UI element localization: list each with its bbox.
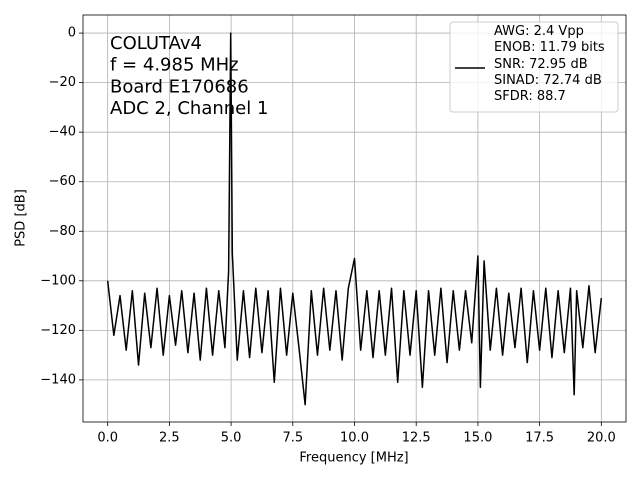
legend-text-box: AWG: 2.4 Vpp ENOB: 11.79 bits SNR: 72.95… [494, 24, 605, 105]
annotation: Board E170686 [110, 76, 249, 97]
x-tick-label: 7.5 [282, 431, 303, 446]
y-tick-label: −140 [40, 372, 76, 387]
x-tick-label: 12.5 [402, 431, 431, 446]
x-tick-label: 17.5 [525, 431, 554, 446]
plot-frame [82, 14, 627, 423]
x-tick-label: 10.0 [340, 431, 369, 446]
annotation: f = 4.985 MHz [110, 55, 239, 76]
x-axis-label: Frequency [MHz] [299, 451, 408, 466]
annotation: COLUTAv4 [110, 33, 202, 54]
y-tick-label: −20 [49, 75, 76, 90]
y-tick-label: −120 [40, 323, 76, 338]
x-tick-label: 2.5 [159, 431, 180, 446]
legend: AWG: 2.4 Vpp ENOB: 11.79 bits SNR: 72.95… [449, 21, 619, 113]
y-tick-label: −40 [49, 125, 76, 140]
legend-box [449, 21, 619, 113]
x-tick-label: 20.0 [587, 431, 616, 446]
annotation: ADC 2, Channel 1 [110, 98, 268, 119]
x-tick-label: 5.0 [221, 431, 242, 446]
x-tick-label: 0.0 [97, 431, 118, 446]
legend-label: AWG: 2.4 Vpp ENOB: 11.79 bits SNR: 72.95… [494, 24, 605, 105]
psd-line [106, 32, 603, 406]
y-tick-label: −60 [49, 174, 76, 189]
y-tick-label: 0 [68, 26, 76, 41]
y-tick-label: −100 [40, 273, 76, 288]
y-axis-label: PSD [dB] [14, 189, 29, 247]
y-tick-label: −80 [49, 224, 76, 239]
x-tick-label: 15.0 [463, 431, 492, 446]
